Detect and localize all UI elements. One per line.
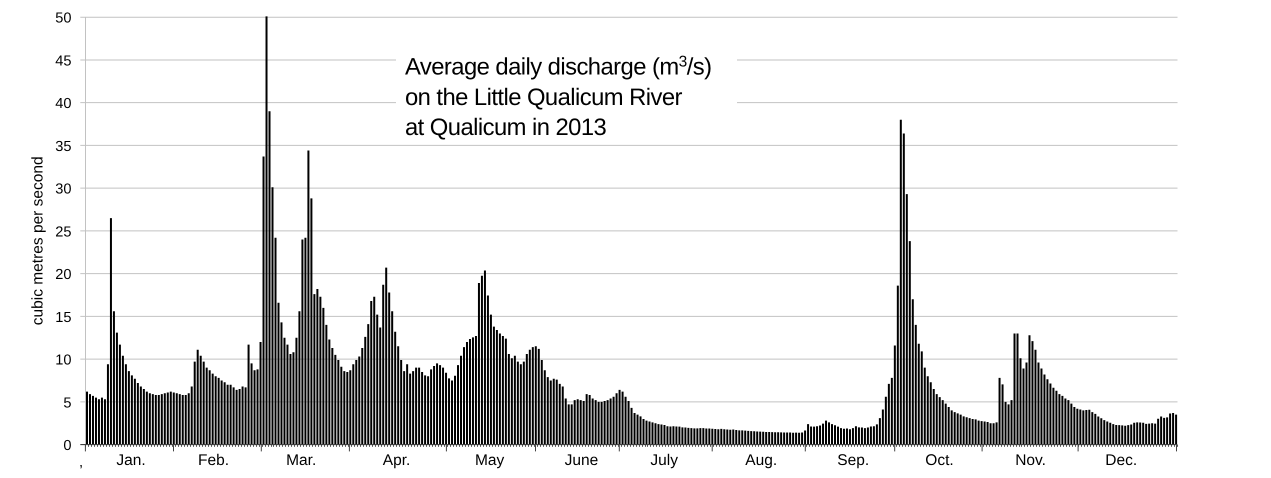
svg-text:Mar.: Mar. bbox=[286, 452, 316, 469]
svg-text:Feb.: Feb. bbox=[198, 452, 229, 469]
svg-text:Aug.: Aug. bbox=[745, 452, 777, 469]
svg-text:on the Little Qualicum River: on the Little Qualicum River bbox=[405, 84, 683, 111]
svg-text:Oct.: Oct. bbox=[925, 452, 953, 469]
svg-text:25: 25 bbox=[55, 224, 71, 240]
svg-text:July: July bbox=[650, 452, 678, 469]
svg-text:35: 35 bbox=[55, 139, 71, 155]
svg-text:Dec.: Dec. bbox=[1105, 452, 1137, 469]
svg-text:20: 20 bbox=[55, 267, 71, 283]
svg-text:15: 15 bbox=[55, 310, 71, 326]
svg-text:10: 10 bbox=[55, 353, 71, 369]
svg-text:Average daily discharge (m3/s): Average daily discharge (m3/s) bbox=[405, 54, 712, 81]
svg-text:Apr.: Apr. bbox=[383, 452, 411, 469]
svg-text:50: 50 bbox=[55, 11, 71, 27]
svg-text:Sep.: Sep. bbox=[837, 452, 869, 469]
svg-text:Nov.: Nov. bbox=[1015, 452, 1046, 469]
svg-text:at Qualicum in 2013: at Qualicum in 2013 bbox=[405, 114, 607, 141]
svg-text:May: May bbox=[475, 452, 505, 469]
svg-text:0: 0 bbox=[63, 438, 71, 454]
svg-text:June: June bbox=[565, 452, 599, 469]
svg-text:30: 30 bbox=[55, 182, 71, 198]
svg-text:Jan.: Jan. bbox=[116, 452, 145, 469]
svg-text:,: , bbox=[79, 455, 83, 471]
svg-text:40: 40 bbox=[55, 96, 71, 112]
svg-text:cubic metres per second: cubic metres per second bbox=[30, 156, 47, 325]
svg-text:45: 45 bbox=[55, 53, 71, 69]
svg-text:5: 5 bbox=[63, 395, 71, 411]
